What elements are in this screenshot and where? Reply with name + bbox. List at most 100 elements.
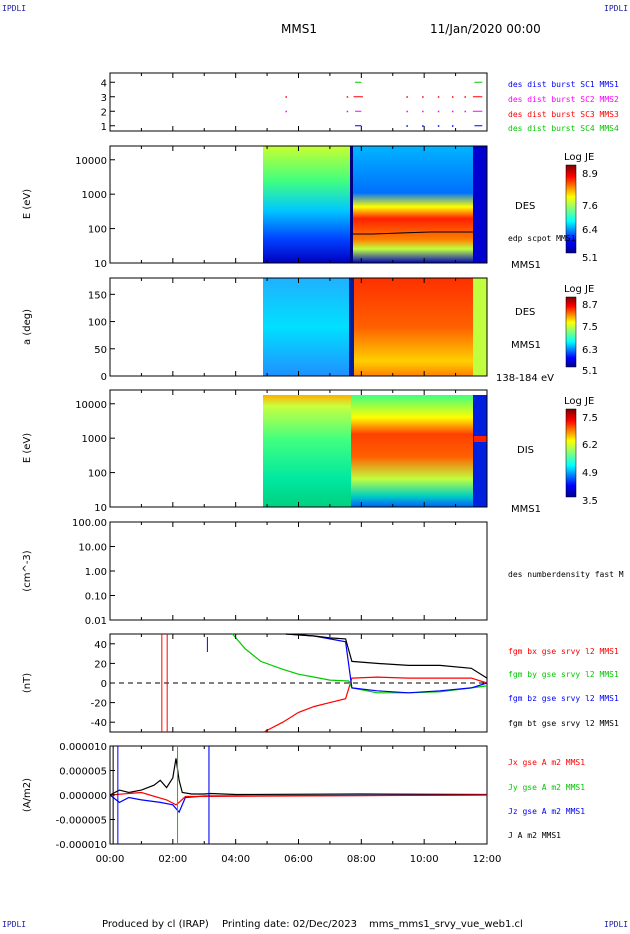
fgm-plot <box>110 633 488 733</box>
des-energy-overlay-label: edp scpot MMS1 <box>508 234 576 243</box>
dis-energy-ytick-label: 10000 <box>75 400 107 411</box>
density-ytick-label: 0.01 <box>85 616 107 627</box>
des-energy-tail-region <box>473 146 487 263</box>
fgm-ytick-label: -40 <box>91 718 107 729</box>
density-ytick-label: 100.00 <box>72 518 107 529</box>
burst-dot <box>422 110 424 113</box>
current-ytick-label: 0.000000 <box>59 791 107 802</box>
fgm-labels: 40 20 0 -20 -40 (nT) fgm bx gse srvy l2 MMS1 fg… <box>22 640 619 729</box>
time-tick-label: 12:00 <box>473 854 502 865</box>
dis-energy-tail-region <box>473 395 487 507</box>
fgm-series-line <box>263 676 488 733</box>
dis-energy-colorbar-tick: 4.9 <box>582 468 598 479</box>
density-plot <box>267 540 487 603</box>
burst-dot <box>437 96 440 98</box>
dis-energy-plasma-region <box>351 395 473 507</box>
fgm-legend-entry: fgm by gse srvy l2 MMS1 <box>508 670 619 679</box>
time-tick-label: 02:00 <box>158 854 187 865</box>
burst-dot <box>437 110 440 113</box>
des-energy-ytick-label: 100 <box>88 225 107 236</box>
des-pitch-ytick-label: 100 <box>88 318 107 329</box>
current-ylabel: (A/m2) <box>22 778 33 812</box>
burst-dot <box>464 96 467 98</box>
footer-file: mms_mms1_srvy_vue_web1.cl <box>369 919 523 930</box>
burst-legend-entry: des dist burst SC1 MMS1 <box>508 80 619 89</box>
des-pitch-colorbar-tick: 7.5 <box>582 322 598 333</box>
des-pitch-plasma-region <box>351 278 473 376</box>
des-pitch-ytick-label: 150 <box>88 290 107 301</box>
des-energy-labels: 10000 1000 100 10 E (eV) DES MMS1 edp scpot MMS… <box>22 152 598 271</box>
burst-ytick-label: 3 <box>101 93 107 104</box>
burst-dot <box>464 110 467 113</box>
density-ytick-label: 10.00 <box>78 543 107 554</box>
burst-dot <box>451 125 454 127</box>
burst-legend: des dist burst SC1 MMS1 des dist burst SC… <box>508 80 619 133</box>
burst-dot <box>346 110 349 113</box>
current-ytick-label: -0.000010 <box>56 840 107 851</box>
burst-frame <box>109 72 488 132</box>
des-energy-colorbar-tick: 6.4 <box>582 225 598 236</box>
time-tick-labels: 00:00 02:00 04:00 06:00 08:00 10:00 12:00 <box>96 854 502 865</box>
des-energy-colorbar <box>565 164 577 254</box>
current-legend-entry: Jz gse A m2 MMS1 <box>508 807 585 816</box>
dis-energy-colorbar <box>565 408 577 498</box>
corner-label-top-left: IPDLI <box>2 4 27 13</box>
footer-printing-date: Printing date: 02/Dec/2023 <box>222 919 358 930</box>
dis-energy-colorbar-title: Log JE <box>564 396 594 407</box>
des-pitch-ytick-label: 0 <box>101 372 107 383</box>
dis-energy-colorbar-tick: 6.2 <box>582 440 598 451</box>
fgm-legend-entry: fgm bt gse srvy l2 MMS1 <box>508 719 619 728</box>
density-ytick-label: 1.00 <box>85 567 107 578</box>
burst-ytick-label: 1 <box>101 122 107 133</box>
des-pitch-ylabel: a (deg) <box>22 309 33 345</box>
des-pitch-side-label: DES <box>515 307 535 318</box>
density-labels: 100.00 10.00 1.00 0.10 0.01 (cm^-3) des number… <box>22 518 624 627</box>
des-pitch-boundary <box>349 278 354 376</box>
current-series-line <box>109 794 488 814</box>
dis-energy-ytick-label: 100 <box>88 469 107 480</box>
header-date: 11/Jan/2020 00:00 <box>430 22 541 36</box>
panel-density: 100.00 10.00 1.00 0.10 0.01 (cm^-3) des number… <box>22 518 624 627</box>
time-tick-label: 06:00 <box>284 854 313 865</box>
panel-des-energy: 10000 1000 100 10 E (eV) DES MMS1 edp scpot MMS… <box>22 145 598 271</box>
current-legend-entry: Jy gse A m2 MMS1 <box>508 783 585 792</box>
burst-dot <box>422 96 424 98</box>
current-series-line <box>109 758 488 796</box>
des-energy-ytick-label: 10000 <box>75 156 107 167</box>
des-energy-boundary <box>350 146 353 263</box>
current-ytick-label: -0.000005 <box>56 816 107 827</box>
dis-energy-ytick-label: 1000 <box>82 434 107 445</box>
fgm-ytick-label: 0 <box>101 679 107 690</box>
burst-dot <box>406 110 408 113</box>
burst-dot <box>285 110 287 113</box>
time-tick-label: 00:00 <box>96 854 125 865</box>
des-pitch-colorbar <box>565 296 577 368</box>
burst-dot <box>451 110 454 113</box>
fgm-series-line <box>232 633 488 694</box>
des-energy-colorbar-tick: 8.9 <box>582 169 598 180</box>
footer-produced-by: Produced by cl (IRAP) <box>102 919 209 930</box>
panel-dis-energy: 10000 1000 100 10 E (eV) DIS MMS1 Log JE 7.5 6.2 4… <box>22 389 598 515</box>
corner-label-bottom-right: IPDLI <box>604 920 629 929</box>
burst-dot <box>346 96 349 98</box>
dis-energy-pre-region <box>263 395 351 507</box>
corner-label-bottom-left: IPDLI <box>2 920 27 929</box>
des-energy-side-label: DES <box>515 201 535 212</box>
des-energy-ytick-label: 10 <box>94 259 107 270</box>
panel-current: 0.000010 0.000005 0.000000 -0.000005 -0.0000… <box>22 742 585 851</box>
des-pitch-colorbar-tick: 5.1 <box>582 366 598 377</box>
fgm-legend-entry: fgm bx gse srvy l2 MMS1 <box>508 647 619 656</box>
des-pitch-side-label: 138-184 eV <box>496 373 554 384</box>
scpot-line <box>351 231 473 235</box>
burst-marks <box>285 81 483 127</box>
dis-energy-ylabel: E (eV) <box>22 433 33 463</box>
des-energy-plasma-region <box>351 146 473 263</box>
des-pitch-colorbar-tick: 8.7 <box>582 300 598 311</box>
current-labels: 0.000010 0.000005 0.000000 -0.000005 -0.0000… <box>22 742 585 851</box>
current-ytick-label: 0.000005 <box>59 767 107 778</box>
density-ylabel: (cm^-3) <box>22 550 33 591</box>
time-tick-label: 04:00 <box>221 854 250 865</box>
des-energy-colorbar-title: Log JE <box>564 152 594 163</box>
time-tick-marks <box>109 73 488 844</box>
fgm-ylabel: (nT) <box>22 673 33 693</box>
